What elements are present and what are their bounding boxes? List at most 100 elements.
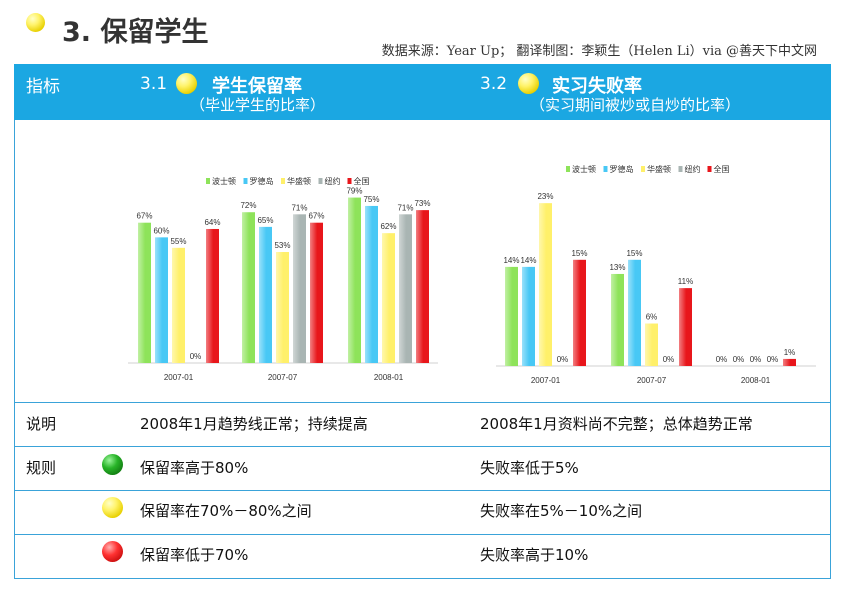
col1-title: 学生保留率 [212, 76, 302, 97]
data-label: 0% [716, 355, 728, 364]
data-label: 0% [663, 355, 675, 364]
data-label: 0% [750, 355, 762, 364]
data-label: 73% [414, 199, 430, 208]
row-divider [14, 402, 831, 403]
row-divider [14, 534, 831, 535]
bar [679, 288, 692, 366]
green-status-icon [102, 454, 123, 475]
source-credit: 数据来源：Year Up； 翻译制图：李颖生（Helen Li）via @善天下… [381, 44, 817, 59]
data-label: 71% [397, 203, 413, 212]
indicator-label: 指标 [26, 77, 60, 97]
col1-number: 3.1 [140, 74, 168, 94]
col2-subtitle: （实习期间被炒或自炒的比率） [530, 96, 741, 114]
data-label: 72% [240, 201, 256, 210]
rule-yellow-failure: 失败率在5%－10%之间 [480, 502, 643, 520]
col2-title: 实习失败率 [552, 76, 642, 97]
category-label: 2008-01 [374, 373, 404, 382]
data-label: 60% [153, 226, 169, 235]
legend-label: 波士顿 [572, 164, 596, 174]
bar [348, 197, 361, 363]
col2-status-icon [518, 73, 539, 94]
bar [505, 266, 518, 366]
notes-failure: 2008年1月资料尚不完整；总体趋势正常 [480, 415, 753, 433]
legend-swatch [347, 178, 352, 184]
data-label: 14% [503, 256, 519, 265]
legend-label: 华盛顿 [287, 176, 311, 186]
col2-number: 3.2 [480, 74, 508, 94]
data-label: 14% [520, 256, 536, 265]
bar [293, 214, 306, 363]
legend-swatch [281, 178, 285, 184]
rule-green-retention: 保留率高于80% [140, 459, 249, 477]
red-status-icon [102, 541, 123, 562]
retention-rate-chart: 波士顿 罗德岛 华盛顿 纽约 全国67%60%55%0%64%2007-0172%65%… [128, 176, 438, 382]
data-label: 0% [733, 355, 745, 364]
bar [206, 228, 219, 363]
notes-retention: 2008年1月趋势线正常；持续提高 [140, 415, 368, 433]
col1-status-icon [176, 73, 197, 94]
legend-label: 纽约 [325, 176, 341, 186]
bar [382, 233, 395, 363]
bar [522, 266, 535, 366]
bar [365, 205, 378, 363]
legend-label: 罗德岛 [250, 176, 274, 186]
bar [242, 212, 255, 363]
legend-swatch [206, 178, 210, 184]
category-label: 2008-01 [741, 376, 771, 385]
legend-swatch [707, 166, 712, 172]
bar [539, 203, 552, 366]
data-label: 0% [557, 355, 569, 364]
legend-swatch [641, 166, 645, 172]
bar [310, 222, 323, 363]
col1-subtitle: （毕业学生的比率） [190, 96, 326, 114]
bar [138, 222, 151, 363]
bar [573, 259, 586, 366]
bar [276, 252, 289, 363]
bar [783, 358, 796, 366]
bar [628, 259, 641, 366]
data-label: 67% [308, 212, 324, 221]
data-label: 6% [646, 313, 658, 322]
legend-label: 纽约 [685, 164, 701, 174]
data-label: 71% [291, 203, 307, 212]
data-label: 0% [190, 352, 202, 361]
data-label: 65% [257, 216, 273, 225]
category-label: 2007-07 [637, 376, 667, 385]
data-label: 62% [380, 222, 396, 231]
data-label: 15% [571, 249, 587, 258]
rule-yellow-retention: 保留率在70%－80%之间 [140, 502, 312, 520]
bar [645, 323, 658, 366]
legend-label: 波士顿 [212, 176, 236, 186]
category-label: 2007-01 [531, 376, 561, 385]
title-bullet-icon [26, 13, 45, 32]
legend-swatch [603, 166, 608, 172]
data-label: 13% [609, 263, 625, 272]
data-label: 15% [626, 249, 642, 258]
data-label: 53% [274, 241, 290, 250]
data-label: 64% [204, 218, 220, 227]
notes-label: 说明 [26, 415, 57, 433]
rule-red-retention: 保留率低于70% [140, 546, 249, 564]
data-label: 55% [170, 237, 186, 246]
bar [399, 214, 412, 363]
bar [155, 237, 168, 363]
legend-swatch [318, 178, 323, 184]
rule-green-failure: 失败率低于5% [480, 459, 579, 477]
legend-swatch [566, 166, 570, 172]
data-label: 11% [678, 277, 693, 286]
rules-label: 规则 [26, 459, 57, 477]
category-label: 2007-01 [164, 373, 194, 382]
data-label: 1% [784, 348, 796, 357]
row-divider [14, 446, 831, 447]
legend-label: 华盛顿 [647, 164, 671, 174]
data-label: 23% [537, 192, 553, 201]
header-bar [14, 64, 831, 120]
bar [611, 273, 624, 366]
data-label: 67% [136, 212, 152, 221]
page-title: 3. 保留学生 [62, 17, 209, 48]
row-divider [14, 490, 831, 491]
data-label: 79% [346, 187, 362, 196]
legend-label: 全国 [714, 164, 730, 174]
rule-red-failure: 失败率高于10% [480, 546, 589, 564]
